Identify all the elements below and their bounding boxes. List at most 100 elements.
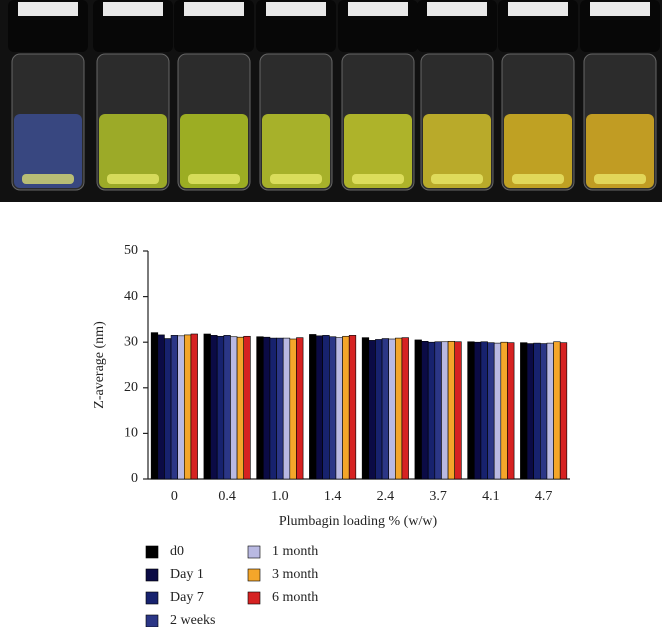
bar	[203, 333, 211, 480]
bar	[157, 334, 165, 480]
bar	[164, 338, 172, 480]
bar	[329, 336, 337, 480]
x-axis-label: Plumbagin loading % (w/w)	[279, 514, 438, 529]
x-tick-label: 4.1	[482, 489, 500, 504]
vial-liquid	[262, 114, 330, 188]
bar	[236, 336, 245, 480]
vial-liquid	[14, 114, 82, 188]
bar	[441, 341, 449, 480]
vial-glow	[512, 174, 564, 184]
vial-label	[266, 2, 326, 16]
y-tick-label: 20	[124, 380, 138, 395]
vial-label	[348, 2, 408, 16]
vial-label	[103, 2, 163, 16]
x-tick-label: 4.7	[535, 489, 553, 504]
vial-label	[508, 2, 568, 16]
bar	[381, 338, 389, 480]
bar	[150, 332, 159, 480]
bar	[540, 343, 548, 480]
vial-glow	[107, 174, 159, 184]
vial-photo	[0, 0, 662, 202]
bar	[368, 340, 376, 480]
x-tick-label: 0	[171, 489, 178, 504]
x-tick-label: 3.7	[429, 489, 447, 504]
bar	[388, 338, 396, 480]
bar	[467, 341, 475, 480]
bar	[421, 340, 429, 480]
legend-swatch	[145, 545, 159, 559]
bar	[210, 335, 218, 480]
bar	[190, 333, 198, 480]
bar	[289, 338, 297, 480]
vial-glow	[22, 174, 74, 184]
bar	[401, 337, 409, 480]
bar	[223, 335, 231, 480]
x-tick-label: 1.4	[324, 489, 342, 504]
bar	[177, 335, 185, 480]
legend-label: Day 1	[170, 567, 204, 582]
vial-liquid	[99, 114, 167, 188]
bar	[375, 339, 383, 480]
bar	[454, 341, 462, 480]
bar	[282, 337, 291, 480]
legend-swatch	[247, 591, 261, 605]
bar	[434, 341, 442, 480]
vial-liquid	[180, 114, 248, 188]
legend-label: 3 month	[272, 567, 318, 582]
x-tick-label: 0.4	[218, 489, 236, 504]
y-tick-label: 0	[131, 471, 138, 486]
bar	[309, 334, 317, 480]
x-tick-label: 2.4	[377, 489, 395, 504]
vial-liquid	[586, 114, 654, 188]
bar	[414, 339, 422, 480]
vial-liquid	[423, 114, 491, 188]
bar	[500, 341, 508, 480]
legend-swatch	[145, 591, 159, 605]
vial-label	[590, 2, 650, 16]
vial-label	[18, 2, 78, 16]
bar	[520, 342, 528, 480]
legend-label: 2 weeks	[170, 613, 216, 627]
bar	[546, 342, 554, 480]
bar	[395, 337, 403, 480]
bar	[553, 341, 561, 480]
bar	[447, 340, 456, 480]
vial-label	[184, 2, 244, 16]
bar	[526, 343, 534, 480]
y-tick-label: 30	[124, 334, 138, 349]
bar	[216, 335, 225, 480]
y-axis-label: Z-average (nm)	[92, 321, 107, 409]
bar	[322, 335, 330, 480]
bar	[473, 341, 482, 480]
bar	[296, 337, 304, 480]
legend-label: d0	[170, 544, 184, 559]
bar	[533, 342, 541, 480]
bar	[243, 335, 251, 480]
bar	[276, 337, 284, 480]
bar	[335, 337, 343, 480]
vial-glow	[431, 174, 483, 184]
legend-label: 6 month	[272, 590, 318, 605]
vial-glow	[594, 174, 646, 184]
vial-liquid	[504, 114, 572, 188]
vial-label	[427, 2, 487, 16]
legend-swatch	[247, 568, 261, 582]
bar	[342, 335, 350, 480]
bar	[480, 341, 488, 480]
bar	[230, 336, 238, 480]
bar	[262, 336, 271, 480]
vial-glow	[270, 174, 322, 184]
bar	[348, 335, 357, 480]
legend-label: Day 7	[170, 590, 204, 605]
bar	[507, 342, 515, 480]
bar	[559, 342, 568, 480]
bar	[361, 337, 370, 480]
bar	[170, 335, 178, 480]
legend-swatch	[145, 614, 159, 627]
bar	[427, 341, 436, 480]
x-tick-label: 1.0	[271, 489, 289, 504]
bar	[184, 334, 192, 480]
bar	[256, 336, 264, 480]
legend-label: 1 month	[272, 544, 318, 559]
